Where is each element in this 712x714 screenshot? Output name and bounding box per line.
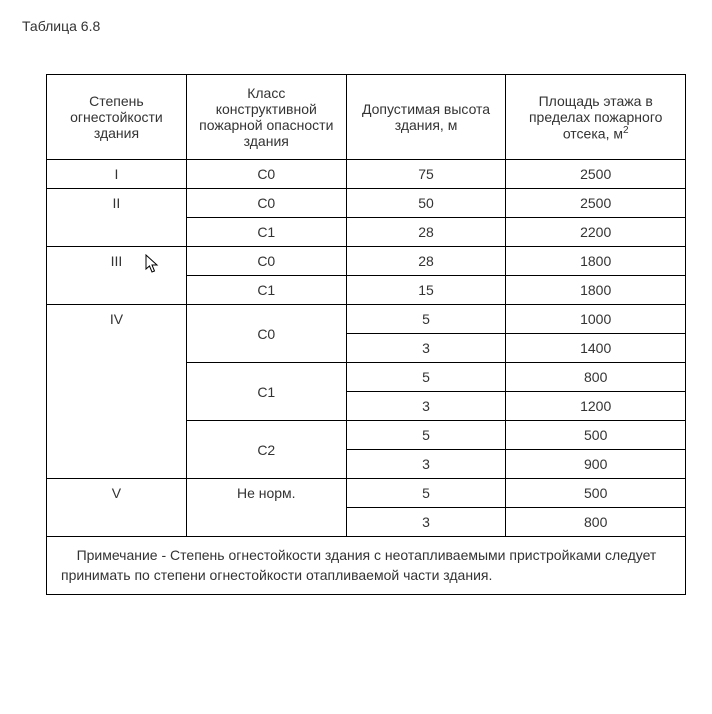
cell-area: 500 [506, 421, 686, 450]
cell-area: 2200 [506, 218, 686, 247]
cell-height: 5 [346, 305, 506, 334]
table-row: III С0 28 1800 [47, 247, 686, 276]
table-row: V Не норм. 5 500 [47, 479, 686, 508]
fire-resistance-table: Степень огнестойкости здания Класс конст… [46, 74, 686, 595]
cell-height: 3 [346, 450, 506, 479]
cursor-icon [145, 254, 161, 276]
cell-area: 1800 [506, 276, 686, 305]
cell-class: Не норм. [186, 479, 346, 537]
table-note: Примечание - Степень огнестойкости здани… [47, 537, 686, 595]
cell-height: 15 [346, 276, 506, 305]
col-header-area-text: Площадь этажа в пределах пожарного отсек… [529, 93, 662, 142]
cell-height: 28 [346, 218, 506, 247]
cell-class: С0 [186, 247, 346, 276]
cell-area: 800 [506, 508, 686, 537]
col-header-degree: Степень огнестойкости здания [47, 75, 187, 160]
cell-area: 2500 [506, 160, 686, 189]
col-header-area: Площадь этажа в пределах пожарного отсек… [506, 75, 686, 160]
cell-class: С1 [186, 363, 346, 421]
cell-area: 1200 [506, 392, 686, 421]
table-row: II С0 50 2500 [47, 189, 686, 218]
cell-class: С1 [186, 218, 346, 247]
cell-degree: III [47, 247, 187, 305]
cell-class: С2 [186, 421, 346, 479]
cell-height: 3 [346, 508, 506, 537]
cell-height: 50 [346, 189, 506, 218]
table-header-row: Степень огнестойкости здания Класс конст… [47, 75, 686, 160]
cell-class: С0 [186, 189, 346, 218]
cell-area: 1000 [506, 305, 686, 334]
cell-height: 75 [346, 160, 506, 189]
cell-class: С0 [186, 160, 346, 189]
cell-degree: II [47, 189, 187, 247]
cell-height: 5 [346, 421, 506, 450]
cell-degree: IV [47, 305, 187, 479]
cell-height: 5 [346, 363, 506, 392]
cell-height: 5 [346, 479, 506, 508]
cell-degree: V [47, 479, 187, 537]
table-title: Таблица 6.8 [22, 18, 694, 34]
cell-area: 1400 [506, 334, 686, 363]
cell-area: 500 [506, 479, 686, 508]
cell-class: С1 [186, 276, 346, 305]
col-header-height: Допустимая высота здания, м [346, 75, 506, 160]
table-row: IV С0 5 1000 [47, 305, 686, 334]
cell-area: 1800 [506, 247, 686, 276]
cell-height: 3 [346, 392, 506, 421]
cell-height: 3 [346, 334, 506, 363]
cell-area: 2500 [506, 189, 686, 218]
cell-height: 28 [346, 247, 506, 276]
cell-area: 800 [506, 363, 686, 392]
table-note-row: Примечание - Степень огнестойкости здани… [47, 537, 686, 595]
col-header-area-sup: 2 [623, 125, 629, 136]
cell-class: С0 [186, 305, 346, 363]
cell-degree: I [47, 160, 187, 189]
cell-area: 900 [506, 450, 686, 479]
col-header-class: Класс конструктивной пожарной опасности … [186, 75, 346, 160]
table-row: I С0 75 2500 [47, 160, 686, 189]
